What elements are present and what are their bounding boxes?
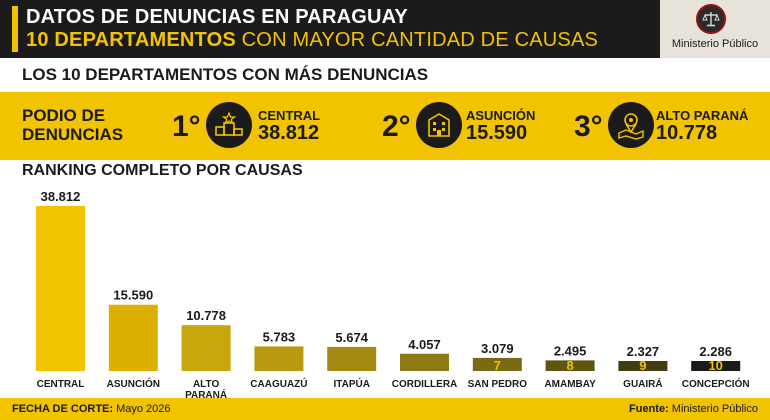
podium-name-1: CENTRAL: [258, 108, 321, 123]
category-label-8: AMAMBAY: [544, 379, 596, 390]
category-label-4: CAAGUAZÚ: [250, 377, 307, 390]
podium-label-line2: DENUNCIAS: [22, 125, 124, 144]
value-label-5: 5.674: [335, 330, 368, 345]
podium-rank-2: 2°: [382, 110, 411, 143]
rank-label-10: 10: [708, 358, 722, 373]
source: Fuente: Ministerio Público: [629, 403, 758, 415]
value-label-2: 15.590: [113, 288, 153, 303]
podium-name-3: ALTO PARANÁ: [656, 108, 749, 123]
bar-6: [400, 353, 449, 371]
podium-name-2: ASUNCIÓN: [466, 108, 536, 123]
logo: Ministerio Público: [660, 0, 770, 58]
value-label-7: 3.079: [481, 341, 514, 356]
bar-5: [327, 346, 377, 371]
cutoff-date: FECHA DE CORTE: Mayo 2026: [12, 403, 171, 415]
value-label-3: 10.778: [186, 308, 226, 323]
bar-7: [472, 357, 522, 371]
category-label-9: GUAIRÁ: [623, 377, 662, 390]
bar-8: [545, 360, 595, 371]
building-icon: [416, 102, 462, 148]
value-label-8: 2.495: [554, 343, 587, 358]
podium-rank-1: 1°: [172, 110, 201, 143]
value-label-1: 38.812: [41, 189, 81, 204]
scales-of-justice-icon: [696, 4, 726, 34]
value-label-4: 5.783: [263, 329, 296, 344]
page-subtitle: 10 DEPARTAMENTOS CON MAYOR CANTIDAD DE C…: [26, 29, 598, 52]
rank-label-8: 8: [566, 358, 573, 373]
podium-label-line1: PODIO DE: [22, 106, 106, 125]
bar-9: [618, 361, 668, 371]
footer: FECHA DE CORTE: Mayo 2026 Fuente: Minist…: [0, 398, 770, 420]
cutoff-date-value: Mayo 2026: [113, 403, 171, 415]
bar-10: [691, 361, 741, 371]
page-title: DATOS DE DENUNCIAS EN PARAGUAY: [26, 6, 408, 28]
subheader: LOS 10 DEPARTAMENTOS CON MÁS DENUNCIAS: [0, 58, 770, 92]
podium-icon: [206, 102, 252, 148]
logo-text: Ministerio Público: [671, 38, 759, 50]
value-label-9: 2.327: [627, 344, 660, 359]
section-title: LOS 10 DEPARTAMENTOS CON MÁS DENUNCIAS: [22, 65, 429, 84]
bar-4: [254, 346, 304, 371]
header: DATOS DE DENUNCIAS EN PARAGUAY 10 DEPART…: [0, 0, 770, 58]
subtitle-rest: CON MAYOR CANTIDAD DE CAUSAS: [235, 29, 599, 51]
podium-value-3: 10.778: [656, 122, 718, 144]
category-label-1: CENTRAL: [37, 379, 85, 390]
category-label-10: CONCEPCIÓN: [682, 377, 750, 390]
rank-label-7: 7: [494, 358, 501, 373]
source-value: Ministerio Público: [668, 403, 758, 415]
podium-banner: PODIO DE DENUNCIAS 1° CENTRAL 38.812 2° …: [0, 92, 770, 160]
podium-value-1: 38.812: [258, 122, 320, 144]
subtitle-bold: 10 DEPARTAMENTOS: [26, 29, 236, 51]
bar-1: [36, 206, 85, 371]
podium-label: PODIO DE DENUNCIAS: [22, 106, 123, 144]
value-label-10: 2.286: [699, 344, 732, 359]
category-label-2: ASUNCIÓN: [107, 377, 160, 390]
bar-2: [108, 304, 158, 371]
category-label-6: CORDILLERA: [392, 379, 458, 390]
bar-chart: 38.812 CENTRAL 15.590 ASUNCIÓN 10.778 ALTO PAR…: [36, 189, 750, 398]
header-accent-bar: [12, 6, 18, 52]
category-label-3: ALTO PARANÁ: [185, 379, 227, 398]
value-label-6: 4.057: [408, 337, 441, 352]
podium-value-2: 15.590: [466, 122, 528, 144]
cutoff-date-label: FECHA DE CORTE:: [12, 403, 114, 415]
category-label-7: SAN PEDRO: [468, 379, 528, 390]
map-pin-icon: [608, 102, 654, 148]
podium-rank-3: 3°: [574, 110, 603, 143]
rank-label-9: 9: [639, 358, 646, 373]
category-label-5: ITAPÚA: [333, 377, 369, 390]
bar-3: [181, 325, 231, 371]
source-label: Fuente:: [629, 403, 669, 415]
chart-title: RANKING COMPLETO POR CAUSAS: [22, 162, 303, 179]
